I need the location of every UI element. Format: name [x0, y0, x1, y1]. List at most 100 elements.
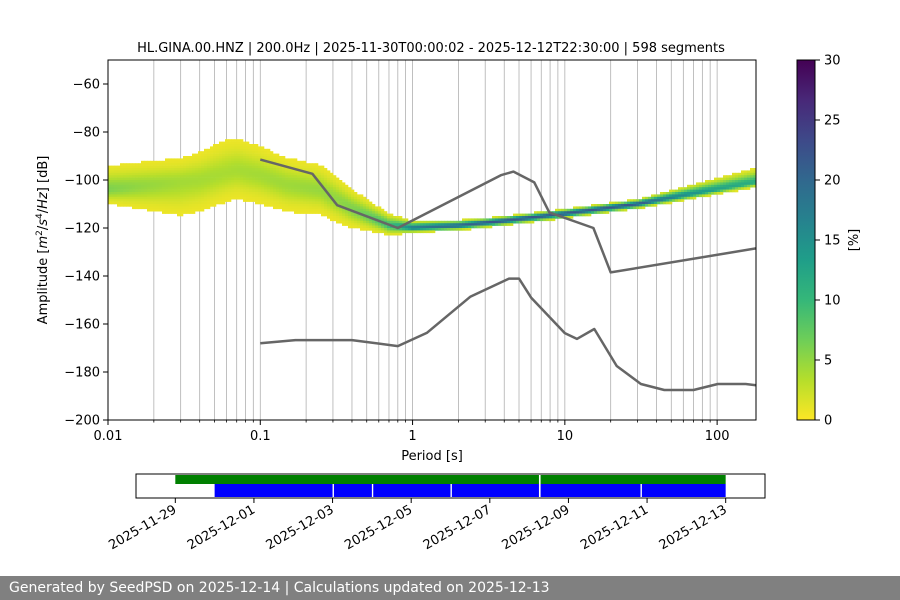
heatmap-cell: [465, 218, 469, 222]
heatmap-cell: [621, 204, 625, 207]
heatmap-cell: [348, 206, 352, 210]
heatmap-cell: [576, 211, 580, 214]
heatmap-cell: [528, 213, 532, 217]
heatmap-cell: [288, 194, 292, 198]
heatmap-cell: [591, 204, 595, 207]
heatmap-cell: [663, 196, 667, 200]
heatmap-cell: [291, 165, 295, 169]
heatmap-cell: [576, 208, 580, 212]
heatmap-cell: [108, 192, 112, 195]
heatmap-cell: [207, 168, 211, 171]
heatmap-cell: [681, 187, 685, 190]
heatmap-cell: [366, 204, 370, 207]
y-label-hz: Hz: [36, 191, 51, 209]
heatmap-cell: [531, 218, 535, 222]
heatmap-cell: [225, 180, 229, 183]
heatmap-cell: [177, 180, 181, 183]
heatmap-cell: [300, 201, 304, 205]
y-label-prefix: Amplitude [: [36, 249, 51, 325]
heatmap-cell: [669, 199, 673, 202]
heatmap-cell: [327, 187, 331, 190]
heatmap-cell: [300, 192, 304, 195]
heatmap-cell: [657, 194, 661, 198]
timeline-tick-label: 2025-12-03: [264, 502, 337, 553]
timeline-tick-label: 2025-12-05: [342, 502, 415, 553]
heatmap-cell: [159, 180, 163, 183]
heatmap-cell: [204, 163, 208, 166]
heatmap-cell: [351, 204, 355, 207]
heatmap-cell: [123, 175, 127, 178]
heatmap-cell: [324, 168, 328, 171]
heatmap-cell: [195, 175, 199, 178]
heatmap-cell: [261, 182, 265, 186]
heatmap-cell: [132, 204, 136, 207]
heatmap-cell: [315, 172, 319, 176]
heatmap-cell: [165, 163, 169, 166]
heatmap-cell: [144, 165, 148, 169]
heatmap-cell: [324, 201, 328, 205]
heatmap-cell: [216, 184, 220, 188]
heatmap-cell: [414, 220, 418, 224]
heatmap-cell: [312, 187, 316, 190]
heatmap-cell: [162, 201, 166, 205]
heatmap-cell: [264, 156, 268, 159]
heatmap-cell: [174, 170, 178, 174]
heatmap-cell: [243, 163, 247, 166]
heatmap-cell: [126, 194, 130, 198]
heatmap-cell: [318, 204, 322, 207]
heatmap-cell: [303, 211, 307, 214]
heatmap-cell: [492, 218, 496, 222]
heatmap-cell: [195, 156, 199, 159]
heatmap-cell: [111, 180, 115, 183]
heatmap-cell: [264, 201, 268, 205]
heatmap-cell: [345, 216, 349, 219]
heatmap-cell: [174, 160, 178, 164]
heatmap-cell: [348, 211, 352, 214]
heatmap-cell: [528, 220, 532, 224]
heatmap-cell: [273, 180, 277, 183]
heatmap-cell: [246, 177, 250, 181]
heatmap-cell: [666, 192, 670, 195]
heatmap-cell: [219, 177, 223, 181]
heatmap-cell: [159, 168, 163, 171]
heatmap-cell: [327, 211, 331, 214]
heatmap-cell: [564, 213, 568, 217]
heatmap-cell: [702, 194, 706, 198]
heatmap-cell: [123, 170, 127, 174]
heatmap-cell: [375, 206, 379, 210]
heatmap-cell: [462, 220, 466, 224]
heatmap-cell: [531, 220, 535, 224]
heatmap-cell: [228, 180, 232, 183]
heatmap-cell: [474, 223, 478, 226]
heatmap-cell: [261, 196, 265, 200]
heatmap-cell: [219, 172, 223, 176]
heatmap-cell: [315, 196, 319, 200]
heatmap-cell: [306, 187, 310, 190]
heatmap-cell: [702, 182, 706, 186]
heatmap-cell: [465, 225, 469, 229]
heatmap-cell: [195, 177, 199, 181]
heatmap-cell: [138, 165, 142, 169]
heatmap-cell: [411, 225, 415, 229]
heatmap-cell: [150, 172, 154, 176]
heatmap-cell: [216, 160, 220, 164]
heatmap-cell: [738, 184, 742, 188]
heatmap-cell: [375, 216, 379, 219]
grid-lines: [153, 60, 718, 420]
heatmap-cell: [624, 206, 628, 210]
heatmap-cell: [150, 177, 154, 181]
heatmap-cell: [219, 180, 223, 183]
heatmap-cell: [147, 175, 151, 178]
heatmap-cell: [138, 194, 142, 198]
heatmap-cell: [108, 189, 112, 193]
heatmap-cell: [312, 180, 316, 183]
heatmap-cell: [231, 151, 235, 154]
heatmap-cell: [111, 170, 115, 174]
heatmap-cell: [210, 156, 214, 159]
heatmap-cell: [696, 192, 700, 195]
heatmap-cell: [186, 168, 190, 171]
heatmap-cell: [315, 199, 319, 202]
heatmap-cell: [222, 156, 226, 159]
heatmap-cell: [402, 218, 406, 222]
